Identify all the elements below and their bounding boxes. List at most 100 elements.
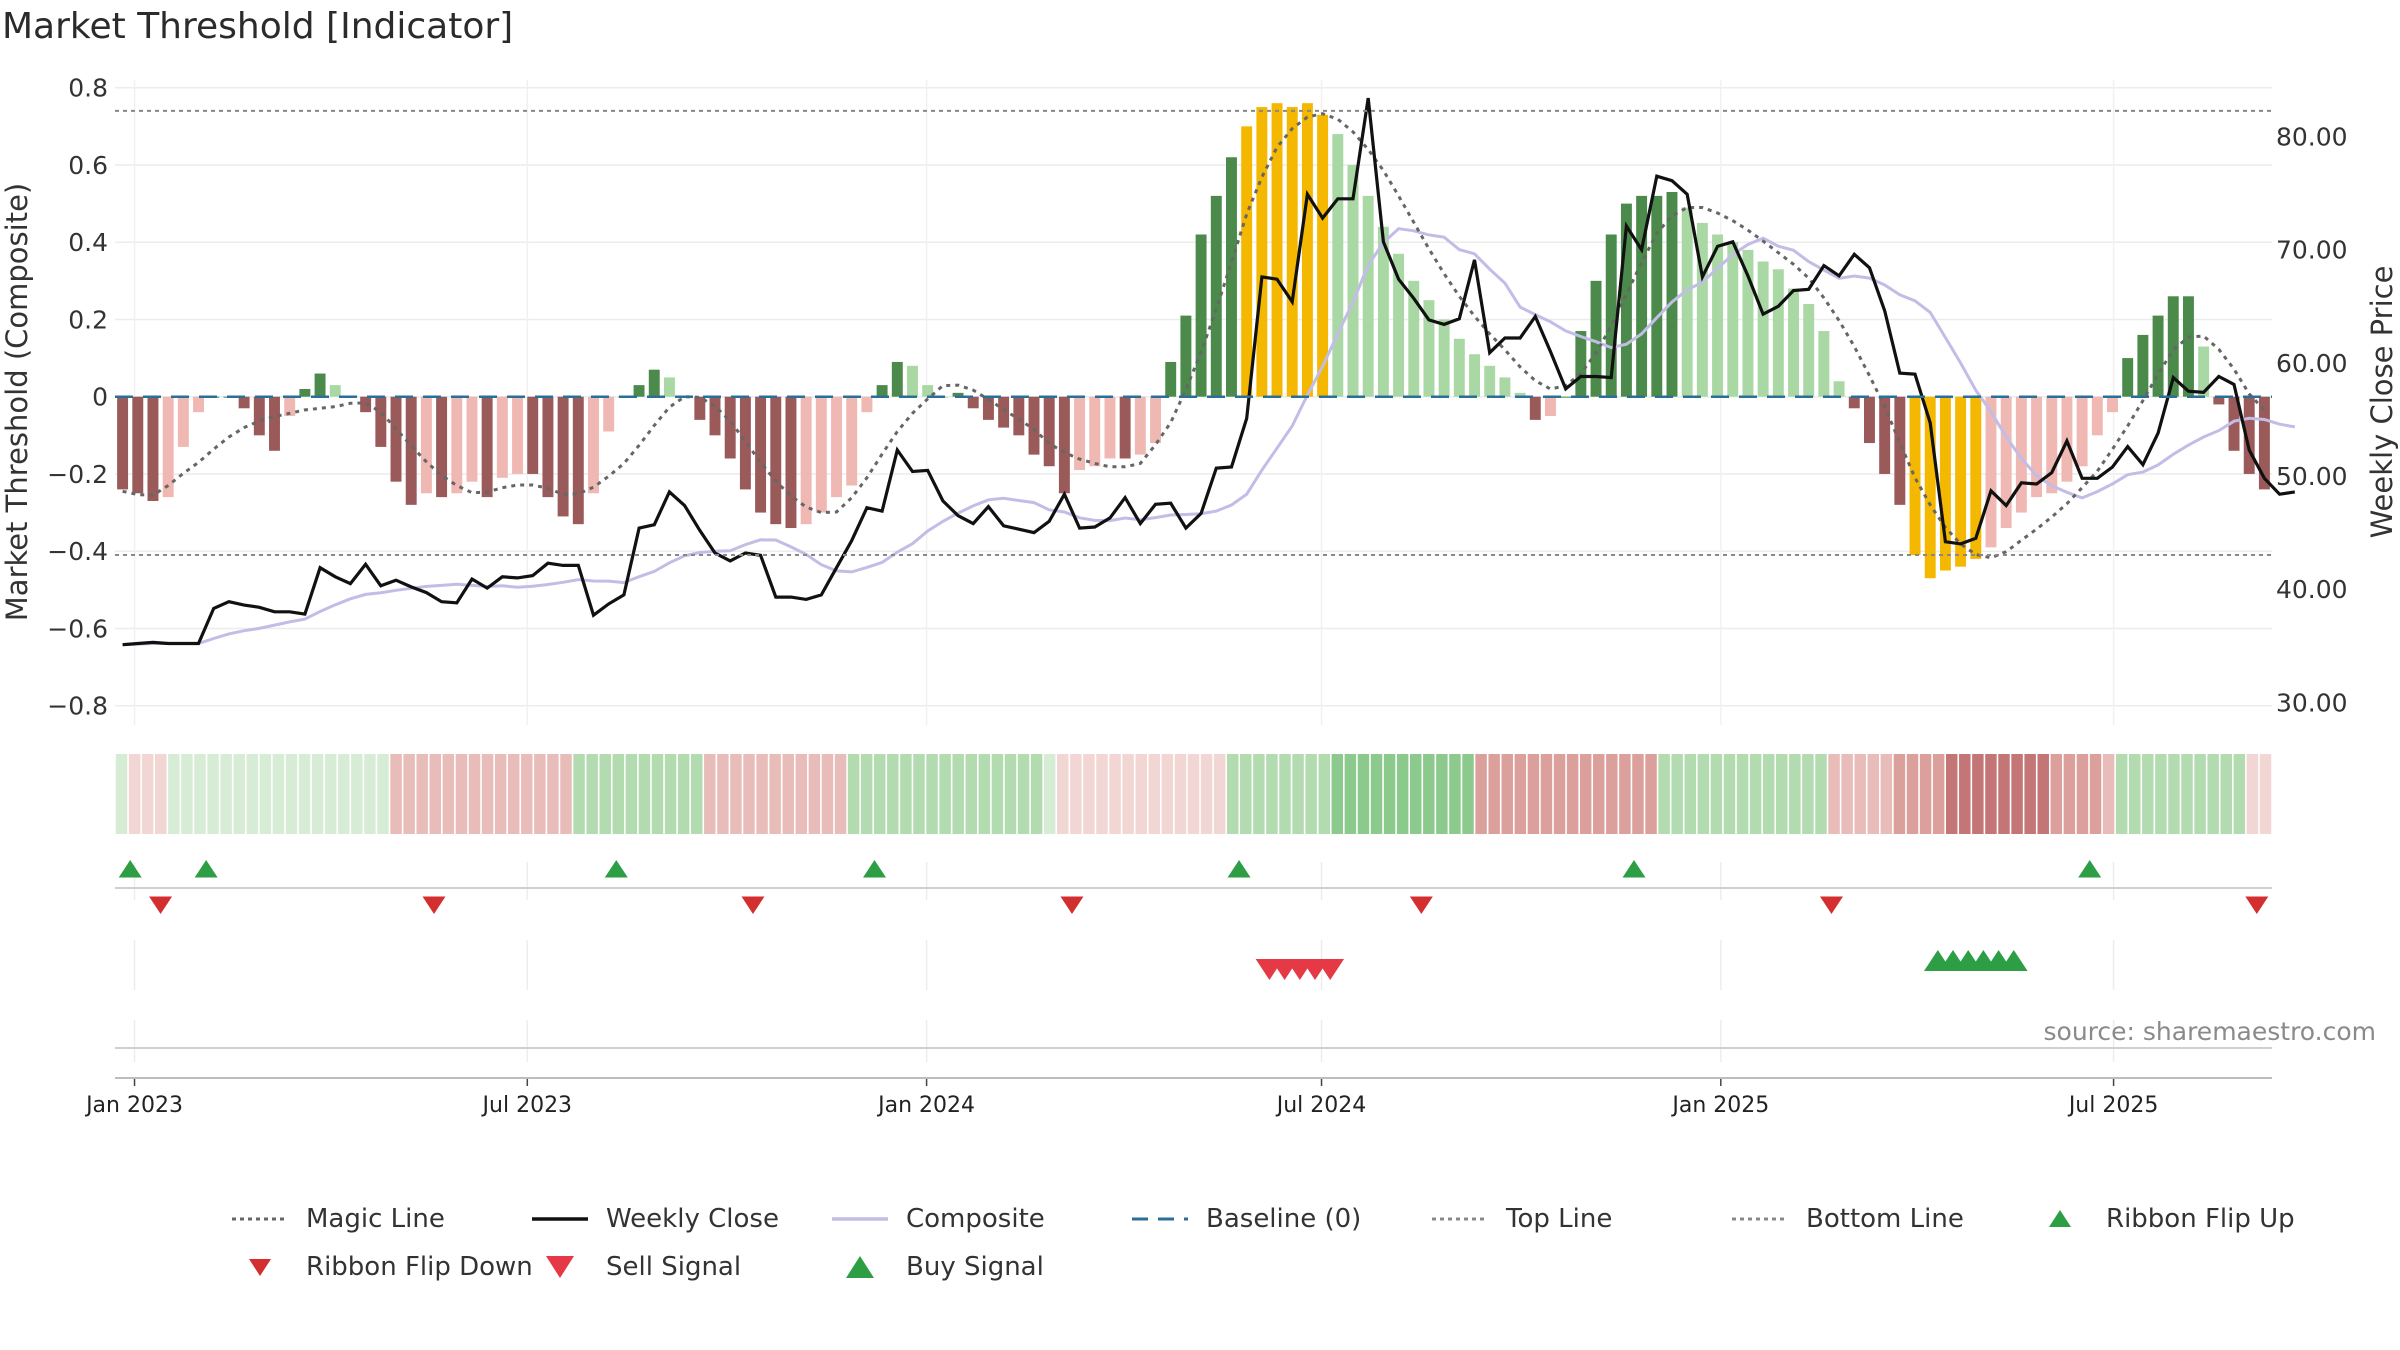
y-tick-label-right: 70.00 bbox=[2276, 236, 2348, 265]
composite-bar bbox=[1241, 126, 1253, 397]
composite-bar bbox=[2091, 396, 2103, 436]
composite-bar bbox=[1757, 261, 1769, 397]
composite-bar bbox=[1362, 195, 1374, 397]
composite-bar bbox=[405, 396, 417, 505]
legend-item: Ribbon Flip Up bbox=[2030, 1200, 2330, 1238]
composite-bar bbox=[1484, 365, 1496, 397]
composite-bar bbox=[1818, 331, 1830, 397]
ribbon-cell bbox=[560, 754, 572, 834]
ribbon-cell bbox=[2115, 754, 2128, 834]
legend-swatch bbox=[2049, 1210, 2071, 1227]
composite-bar bbox=[1104, 396, 1116, 459]
ribbon-cell bbox=[677, 754, 690, 834]
ribbon-flip-down-marker bbox=[1060, 896, 1084, 914]
ribbon-cell bbox=[821, 754, 834, 834]
composite-bar bbox=[193, 396, 205, 413]
composite-bar bbox=[420, 396, 432, 494]
composite-bar bbox=[1347, 164, 1359, 397]
composite-bar bbox=[1438, 319, 1450, 397]
ribbon-cell bbox=[2220, 754, 2232, 834]
y-tick-label-left: −0.4 bbox=[47, 537, 108, 566]
composite-bar bbox=[299, 388, 311, 397]
ribbon-cell bbox=[2168, 754, 2180, 834]
x-tick-label: Jul 2024 bbox=[1275, 1093, 1367, 1118]
composite-bar bbox=[117, 396, 129, 490]
composite-bar bbox=[633, 385, 645, 397]
composite-bar bbox=[1803, 304, 1815, 397]
y-tick-label-left: −0.6 bbox=[47, 614, 108, 643]
ribbon-cell bbox=[1161, 754, 1174, 834]
ribbon-cell bbox=[1932, 754, 1945, 834]
composite-bar bbox=[512, 396, 524, 474]
composite-bar bbox=[1696, 222, 1708, 397]
legend-item: Ribbon Flip Down bbox=[230, 1248, 533, 1286]
composite-bar bbox=[1028, 396, 1040, 455]
ribbon-cell bbox=[494, 754, 507, 834]
ribbon-cell bbox=[795, 754, 808, 834]
buy-signal-marker bbox=[1999, 950, 2028, 971]
composite-bar bbox=[1879, 396, 1891, 474]
line-series bbox=[115, 97, 2296, 647]
ribbon-flip-up-marker bbox=[194, 860, 218, 878]
composite-bar bbox=[1939, 396, 1951, 571]
composite-bar bbox=[2258, 396, 2270, 490]
composite-bar bbox=[1833, 381, 1845, 397]
composite-bar bbox=[1788, 288, 1799, 397]
composite-bar bbox=[1909, 396, 1921, 556]
legend-item: Buy Signal bbox=[830, 1248, 1130, 1286]
ribbon-cell bbox=[1213, 754, 1226, 834]
composite-bar bbox=[770, 396, 782, 525]
ribbon-cell bbox=[1370, 754, 1383, 834]
composite-bar bbox=[2198, 346, 2210, 397]
legend-swatch bbox=[1432, 1217, 1488, 1221]
ribbon-cell bbox=[860, 754, 873, 834]
composite-bar bbox=[1985, 396, 1997, 548]
ribbon-cell bbox=[1579, 754, 1592, 834]
signal-markers bbox=[118, 860, 2269, 980]
ribbon-cell bbox=[1096, 754, 1108, 834]
ribbon-cell bbox=[1017, 754, 1030, 834]
ribbon-cell bbox=[115, 754, 128, 834]
ribbon-cell bbox=[1043, 754, 1056, 834]
ribbon-cell bbox=[1619, 754, 1631, 834]
ribbon-flip-down-marker bbox=[422, 896, 446, 914]
ribbon-cell bbox=[2076, 754, 2089, 834]
legend-swatch bbox=[532, 1217, 588, 1221]
ribbon-cell bbox=[155, 754, 167, 834]
composite-bar bbox=[2107, 396, 2118, 413]
ribbon-cell bbox=[220, 754, 232, 834]
x-tick-label: Jul 2025 bbox=[2067, 1093, 2159, 1118]
ribbon-cell bbox=[1501, 754, 1513, 834]
composite-bar bbox=[1469, 354, 1480, 397]
composite-bar bbox=[739, 396, 751, 490]
composite-bar bbox=[2243, 396, 2255, 474]
ribbon-cell bbox=[2024, 754, 2036, 834]
ribbon-cell bbox=[1423, 754, 1435, 834]
composite-bar bbox=[238, 396, 250, 409]
ribbon-cell bbox=[507, 754, 520, 834]
ribbon-cell bbox=[1083, 754, 1095, 834]
ribbon-flip-up-marker bbox=[1227, 860, 1251, 878]
composite-bar bbox=[1560, 396, 1572, 398]
ribbon-flip-down-marker bbox=[149, 896, 173, 914]
composite-bar bbox=[451, 396, 463, 494]
ribbon-cell bbox=[1305, 754, 1317, 834]
x-tick-label: Jan 2025 bbox=[1670, 1093, 1769, 1118]
composite-bar bbox=[177, 396, 189, 447]
composite-line bbox=[122, 227, 2296, 647]
ribbon-cell bbox=[1841, 754, 1853, 834]
ribbon-cell bbox=[1632, 754, 1644, 834]
ribbon-cell bbox=[1057, 754, 1069, 834]
ribbon-cell bbox=[1893, 754, 1906, 834]
legend-swatch bbox=[249, 1259, 271, 1276]
y-tick-label-right: 50.00 bbox=[2276, 462, 2348, 491]
ribbon-cell bbox=[351, 754, 363, 834]
composite-bar bbox=[2046, 396, 2058, 494]
ribbon-cell bbox=[991, 754, 1004, 834]
composite-bar bbox=[709, 396, 721, 436]
composite-bar bbox=[1271, 103, 1283, 397]
ribbon-cell bbox=[1606, 754, 1618, 834]
magic-line bbox=[122, 112, 2266, 560]
composite-bar bbox=[1195, 234, 1207, 397]
ribbon-cell bbox=[377, 754, 389, 834]
